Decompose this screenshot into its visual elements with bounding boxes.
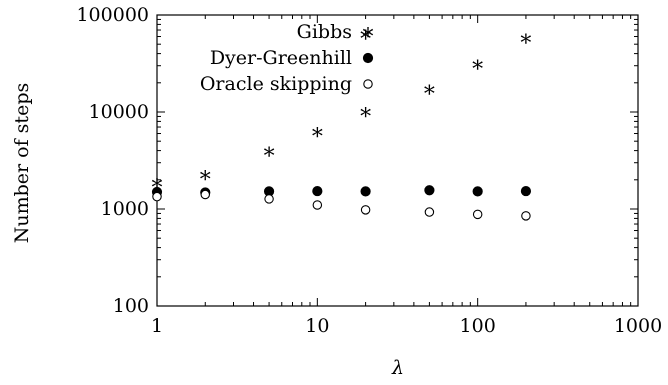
- oracle-skipping-point: [200, 189, 211, 200]
- gibbs-point: *: [360, 27, 371, 52]
- legend-label-oracle-skipping: Oracle skipping: [200, 73, 352, 95]
- dyer-greenhill-point: [312, 185, 323, 197]
- y-tick-label: 100000: [76, 4, 149, 26]
- gibbs-point: *: [424, 83, 435, 108]
- gibbs-point: *: [520, 32, 531, 57]
- legend-marker-oracle-skipping: [363, 79, 373, 89]
- gibbs-point: *: [360, 105, 371, 130]
- oracle-skipping-point: [521, 211, 531, 221]
- axes: [156, 14, 639, 307]
- legend-marker-dyer-greenhill: [362, 52, 374, 64]
- gibbs-point: *: [264, 145, 275, 170]
- x-axis-label: λ: [391, 357, 404, 379]
- y-tick-label: 1000: [101, 198, 149, 220]
- x-tick-label: 10: [305, 315, 329, 337]
- legend-label-gibbs: Gibbs: [297, 21, 352, 43]
- dyer-greenhill-point: [520, 185, 532, 197]
- x-axis-ticks: 1 10 100 1000: [151, 15, 662, 337]
- oracle-skipping-point: [472, 209, 483, 220]
- oracle-skipping-point: [152, 191, 162, 202]
- y-tick-label: 100: [113, 295, 149, 317]
- y-axis-ticks: 100 1000 10000 100000: [76, 4, 638, 317]
- legend-label-dyer-greenhill: Dyer-Greenhill: [210, 47, 352, 69]
- dyer-greenhill-point: [360, 186, 371, 197]
- dyer-greenhill-point: [424, 185, 435, 196]
- data-points: *********: [152, 27, 532, 221]
- oracle-skipping-point: [264, 194, 274, 204]
- gibbs-point: *: [472, 57, 483, 82]
- gibbs-point: *: [312, 125, 323, 150]
- y-tick-label: 10000: [89, 101, 149, 123]
- plot-frame: [156, 14, 639, 307]
- oracle-skipping-point: [360, 205, 371, 215]
- legend: Gibbs * Dyer-Greenhill Oracle skipping: [200, 21, 374, 95]
- y-axis-label: Number of steps: [11, 83, 33, 243]
- dyer-greenhill-point: [472, 186, 483, 197]
- oracle-skipping-point: [424, 207, 435, 217]
- gibbs-point: *: [200, 168, 211, 193]
- x-tick-label: 1000: [614, 315, 662, 337]
- x-tick-label: 1: [151, 315, 163, 337]
- x-tick-label: 100: [460, 315, 496, 337]
- oracle-skipping-point: [312, 200, 323, 210]
- legend-marker-gibbs: *: [363, 25, 374, 50]
